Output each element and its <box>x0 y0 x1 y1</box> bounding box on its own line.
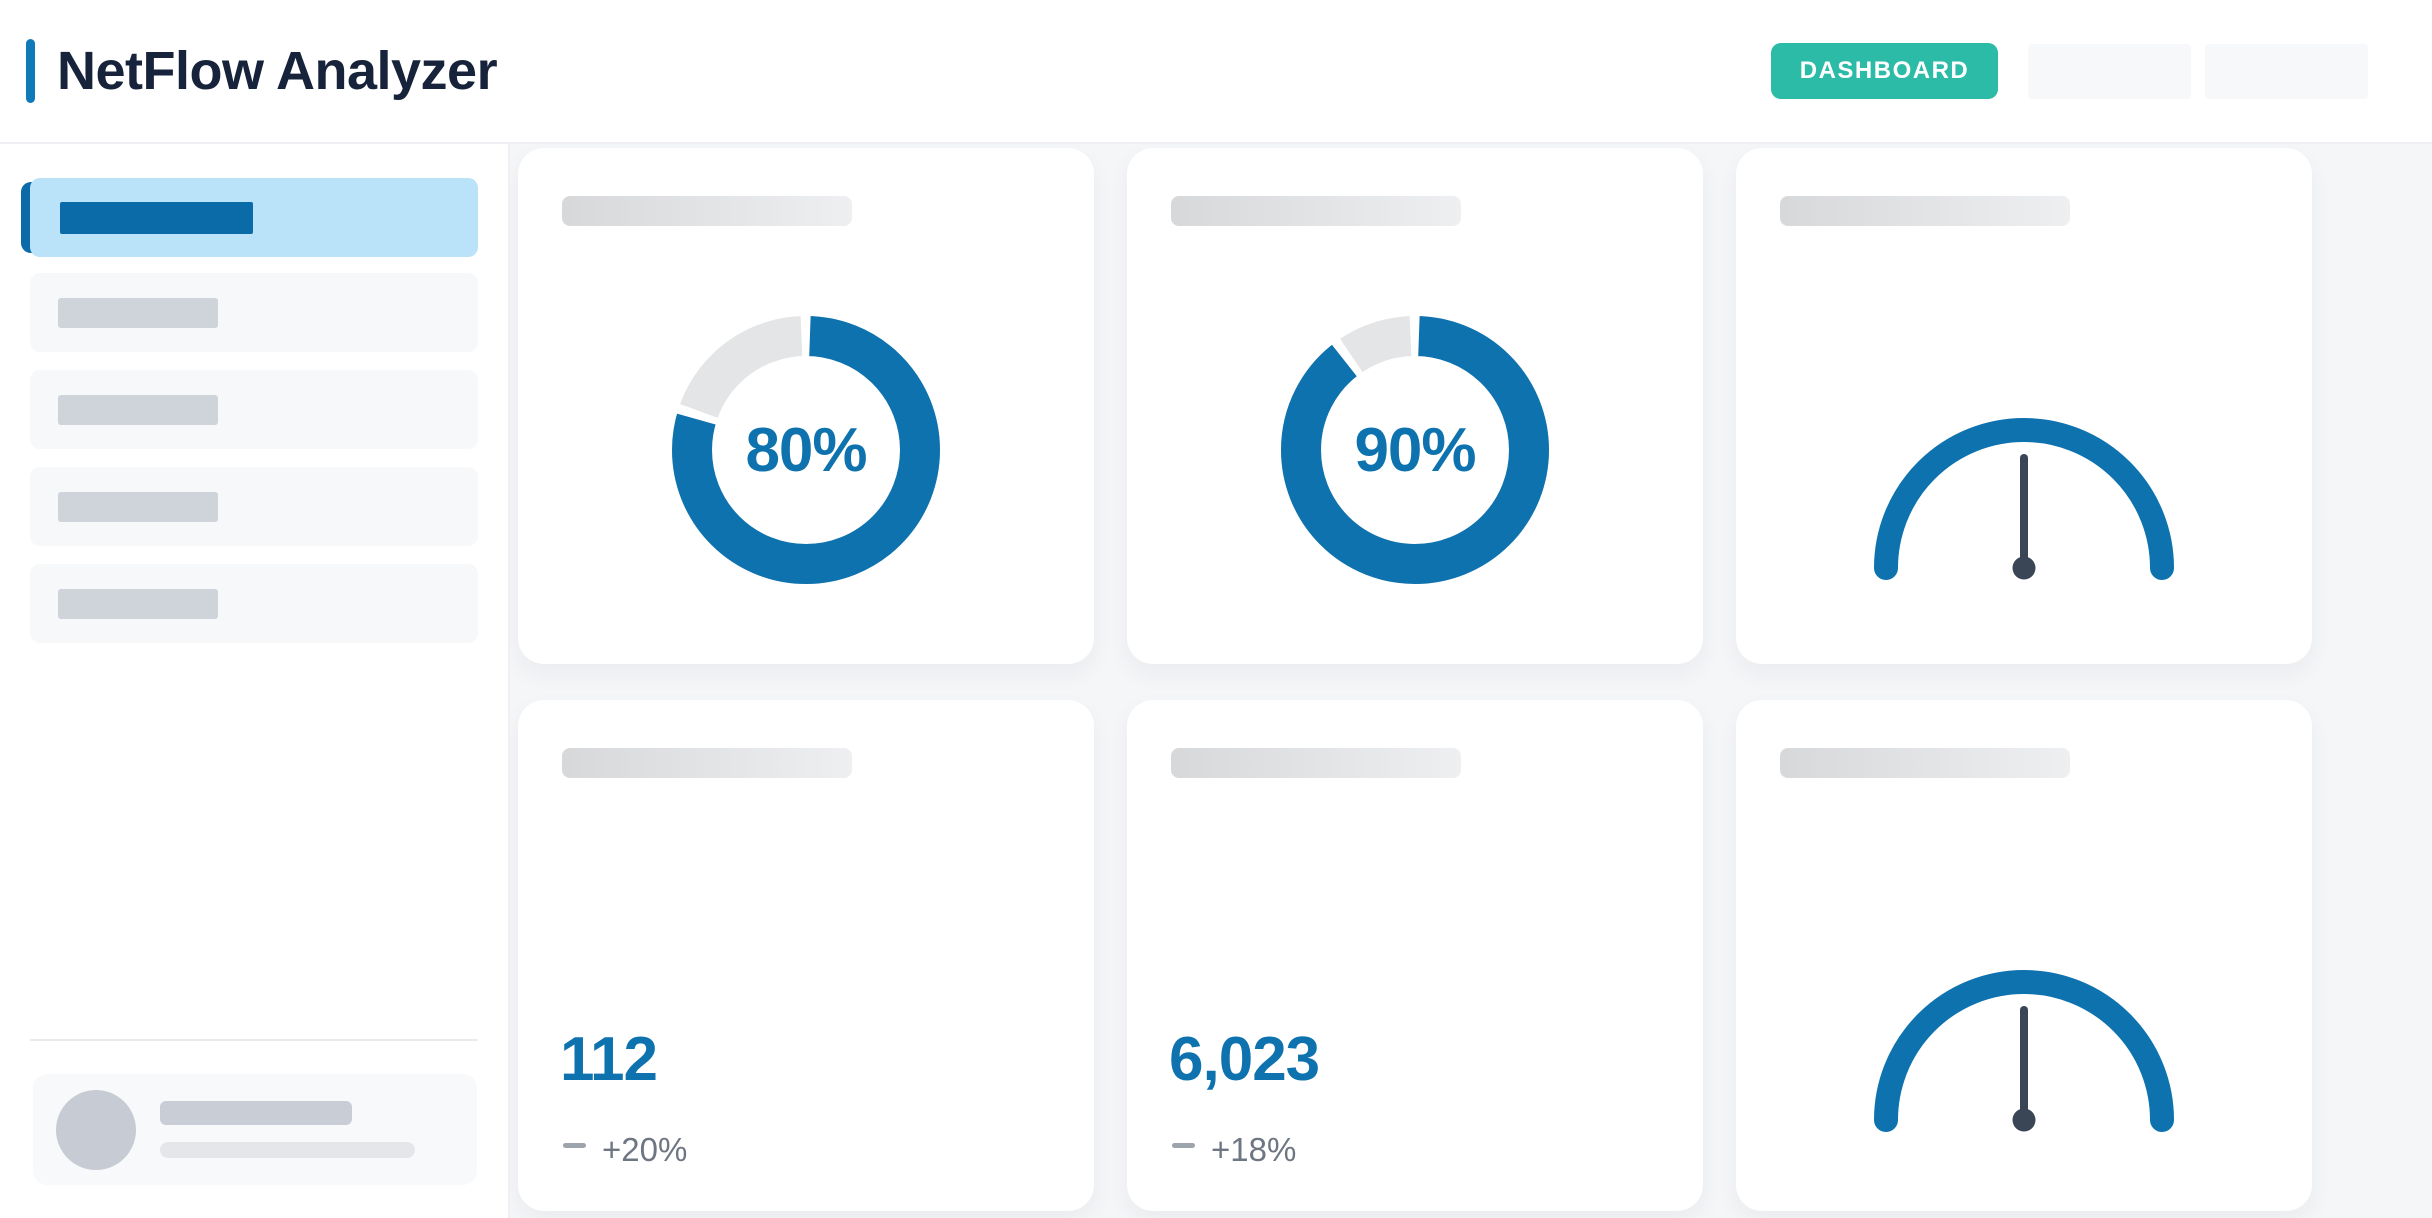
sidebar-item-active[interactable] <box>21 178 478 257</box>
card-donut-2: 90% <box>1127 148 1703 664</box>
card-title-skeleton <box>1780 748 2070 778</box>
app-header: NetFlow Analyzer DASHBOARD <box>0 0 2432 144</box>
gauge-pivot <box>2012 1108 2036 1132</box>
user-name-skeleton <box>160 1101 352 1125</box>
card-title-skeleton <box>562 748 852 778</box>
header-placeholder-button-2[interactable] <box>2205 43 2368 99</box>
stat-delta-row: +18% <box>1172 1130 1296 1170</box>
card-stat-2: 6,023 +18% <box>1127 700 1703 1211</box>
sidebar <box>0 144 510 1218</box>
card-donut-1: 80% <box>518 148 1094 664</box>
avatar <box>56 1089 136 1170</box>
card-title-skeleton <box>1171 196 1461 226</box>
sidebar-item-5[interactable] <box>30 564 478 643</box>
donut-value-label: 90% <box>1354 415 1476 485</box>
brand-accent-bar-icon <box>26 39 35 103</box>
dashboard-button[interactable]: DASHBOARD <box>1771 43 1998 99</box>
card-title-skeleton <box>1171 748 1461 778</box>
gauge-pivot <box>2012 556 2036 580</box>
stat-value: 6,023 <box>1169 1025 1320 1094</box>
header-placeholder-button-1[interactable] <box>2028 43 2191 99</box>
sidebar-item-label-skeleton <box>58 297 218 328</box>
sidebar-divider <box>30 1039 478 1041</box>
header-actions: DASHBOARD <box>1771 43 2368 99</box>
sidebar-item-2[interactable] <box>30 273 478 352</box>
donut-value-label: 80% <box>745 415 867 485</box>
sidebar-item-label-skeleton <box>60 201 253 234</box>
card-gauge-1 <box>1736 148 2312 664</box>
donut-chart-90: 90% <box>1280 315 1550 585</box>
gauge-chart <box>1854 398 2194 588</box>
user-role-skeleton <box>160 1142 415 1158</box>
stat-delta-text: +20% <box>602 1131 688 1168</box>
stat-delta-text: +18% <box>1211 1131 1297 1168</box>
card-gauge-2 <box>1736 700 2312 1211</box>
user-profile-block[interactable] <box>33 1074 477 1185</box>
donut-chart-80: 80% <box>671 315 941 585</box>
stat-delta-row: +20% <box>563 1130 687 1170</box>
dashboard-grid: 80% 90% 112 <box>510 144 2432 1218</box>
sidebar-item-3[interactable] <box>30 370 478 449</box>
trend-dash-icon <box>1172 1142 1195 1148</box>
sidebar-item-label-skeleton <box>58 588 218 619</box>
card-title-skeleton <box>1780 196 2070 226</box>
sidebar-item-4[interactable] <box>30 467 478 546</box>
card-stat-1: 112 +20% <box>518 700 1094 1211</box>
gauge-chart <box>1854 950 2194 1140</box>
user-info-skeleton <box>160 1101 415 1158</box>
sidebar-item-label-skeleton <box>58 394 218 425</box>
sidebar-item-label-skeleton <box>58 491 218 522</box>
trend-dash-icon <box>563 1142 586 1148</box>
stat-value: 112 <box>560 1025 658 1094</box>
card-title-skeleton <box>562 196 852 226</box>
app-title: NetFlow Analyzer <box>57 41 498 101</box>
